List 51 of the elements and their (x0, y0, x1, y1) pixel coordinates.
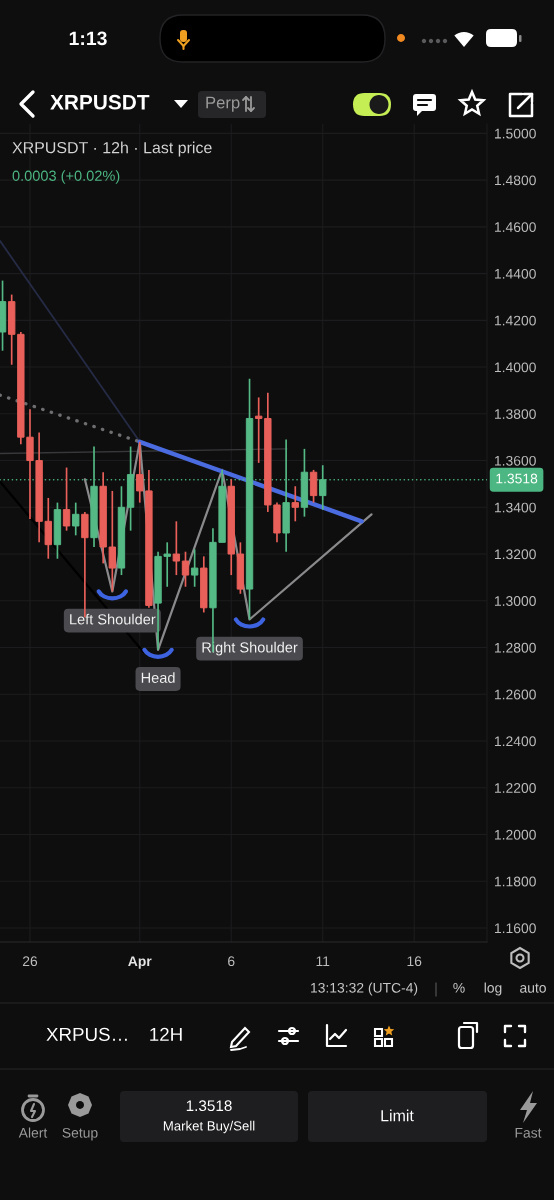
candlestick (291, 485, 299, 523)
text: % (453, 982, 465, 993)
candlestick (72, 501, 80, 537)
candlestick (62, 466, 71, 532)
ref-line-label: 1.3518 (496, 473, 538, 484)
y-tick-label: 1.2800 (495, 642, 536, 653)
text: Market Buy/Sell (163, 1120, 255, 1134)
annotation: Left Shoulder (70, 613, 156, 625)
y-tick-label: 1.4400 (495, 268, 536, 279)
candlestick (172, 520, 181, 576)
x-tick-label: 11 (316, 956, 330, 966)
y-tick-label: 1.4000 (495, 362, 536, 373)
y-tick-label: 1.3000 (495, 596, 536, 606)
y-tick-label: 1.3400 (495, 502, 536, 513)
text: 13:13:32 (UTC-4) (311, 982, 418, 996)
text: 1:13 (69, 31, 107, 46)
x-tick-label: 6 (228, 956, 235, 967)
text: Perp (206, 96, 240, 112)
text: 0.0003 (+0.02%) (12, 170, 120, 184)
text: XRPUS… (46, 1027, 127, 1042)
x-tick-label: 16 (407, 956, 422, 967)
x-tick-label: Apr (128, 956, 152, 969)
candlestick (181, 550, 190, 588)
text: 1.3518 (186, 1100, 232, 1112)
y-tick-label: 1.2600 (495, 689, 536, 700)
y-tick-label: 1.2200 (495, 783, 536, 793)
annotation: Head (141, 672, 175, 683)
candlestick (309, 469, 318, 504)
y-tick-label: 1.4800 (495, 175, 536, 186)
text: Setup (62, 1127, 98, 1141)
candlestick (190, 548, 199, 588)
y-tick-label: 1.3800 (495, 409, 536, 419)
y-tick-label: 1.4600 (495, 222, 536, 232)
text: Alert (18, 1127, 48, 1138)
text: 12H (150, 1027, 182, 1041)
x-tick-label: 26 (22, 956, 38, 967)
text: Fast (515, 1128, 542, 1138)
text: XRPUSDT · 12h · Last price (12, 141, 212, 157)
y-tick-label: 1.3200 (495, 549, 536, 560)
y-tick-label: 1.1600 (495, 923, 536, 934)
y-tick-label: 1.5000 (495, 128, 536, 139)
y-tick-label: 1.2400 (495, 736, 536, 747)
y-tick-label: 1.4200 (495, 315, 536, 326)
y-tick-label: 1.3600 (495, 455, 536, 466)
text: Limit (381, 1109, 414, 1122)
y-tick-label: 1.1800 (495, 876, 536, 887)
text: XRPUSDT (50, 94, 150, 110)
text: auto (520, 983, 546, 993)
annotation: Right Shoulder (202, 641, 298, 656)
y-tick-label: 1.2000 (495, 829, 536, 840)
text: log (484, 982, 502, 996)
